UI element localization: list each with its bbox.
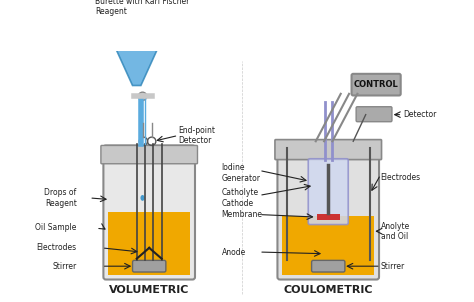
FancyBboxPatch shape: [275, 140, 382, 159]
FancyBboxPatch shape: [277, 141, 379, 280]
Text: Electrodes: Electrodes: [381, 172, 421, 182]
FancyBboxPatch shape: [356, 107, 392, 122]
Text: Stirrer: Stirrer: [381, 262, 405, 271]
Text: Oil Sample: Oil Sample: [36, 223, 77, 232]
Text: End-point
Detector: End-point Detector: [178, 126, 215, 145]
Text: Membrane: Membrane: [222, 210, 263, 219]
Text: Anode: Anode: [222, 248, 246, 256]
Circle shape: [138, 92, 146, 101]
Bar: [109, 212, 190, 275]
FancyBboxPatch shape: [133, 260, 166, 272]
Text: Stirrer: Stirrer: [53, 262, 77, 271]
Text: Iodine
Generator: Iodine Generator: [222, 163, 261, 183]
Text: VOLUMETRIC: VOLUMETRIC: [109, 285, 190, 295]
Text: Drops of
Reagent: Drops of Reagent: [45, 188, 77, 207]
FancyBboxPatch shape: [352, 74, 401, 95]
FancyBboxPatch shape: [311, 260, 345, 272]
Text: Electrodes: Electrodes: [36, 243, 77, 252]
FancyBboxPatch shape: [101, 146, 198, 164]
Text: CONTROL: CONTROL: [353, 80, 398, 89]
FancyBboxPatch shape: [103, 146, 195, 280]
Bar: [283, 216, 374, 275]
Text: Detector: Detector: [403, 110, 437, 119]
FancyBboxPatch shape: [308, 159, 348, 225]
Text: Catholyte
Cathode: Catholyte Cathode: [222, 188, 259, 207]
Text: COULOMETRIC: COULOMETRIC: [283, 285, 373, 295]
Text: Anolyte
and Oil: Anolyte and Oil: [381, 221, 410, 241]
Polygon shape: [99, 33, 174, 85]
Bar: [317, 214, 340, 220]
Text: Burette with Karl Fischer
Reagent: Burette with Karl Fischer Reagent: [95, 0, 190, 16]
Ellipse shape: [140, 195, 145, 201]
